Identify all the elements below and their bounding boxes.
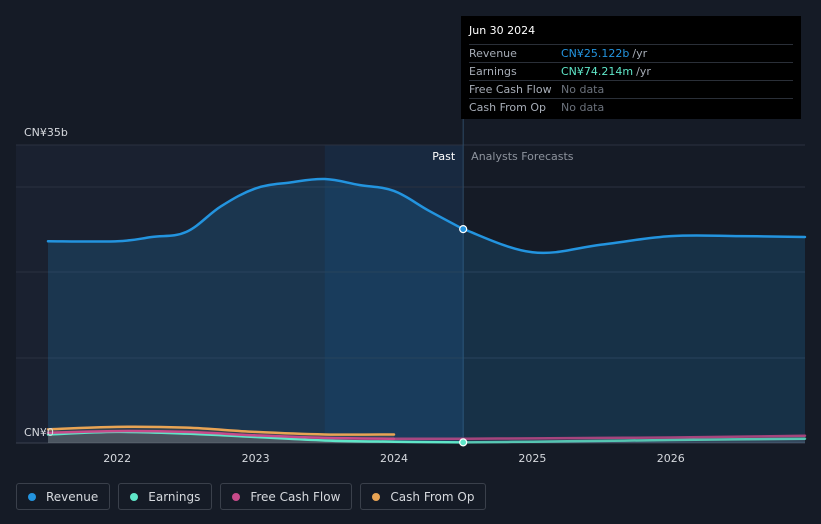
tooltip-row-free-cash-flow: Free Cash Flow No data	[469, 81, 793, 99]
tooltip-value: No data	[561, 83, 605, 96]
tooltip-label: Free Cash Flow	[469, 83, 552, 96]
tooltip-value: No data	[561, 101, 605, 114]
legend-item-free-cash-flow[interactable]: Free Cash Flow	[220, 483, 353, 510]
y-axis-bottom-label: CN¥0	[24, 426, 54, 439]
x-tick-label: 2023	[242, 452, 270, 465]
cash-from-op-line	[46, 425, 396, 436]
revenue-marker	[459, 225, 468, 234]
free-cash-flow-line	[46, 429, 396, 440]
legend-item-cash-from-op[interactable]: Cash From Op	[360, 483, 487, 510]
legend: Revenue Earnings Free Cash Flow Cash Fro…	[16, 483, 487, 510]
tooltip-label: Earnings	[469, 65, 517, 78]
x-tick-label: 2025	[518, 452, 546, 465]
revenue-dot-icon	[28, 492, 36, 501]
x-tick-label: 2026	[657, 452, 685, 465]
free-cash-flow-dot-icon	[232, 492, 241, 501]
series-markers	[459, 225, 468, 447]
legend-item-earnings[interactable]: Earnings	[118, 483, 213, 510]
free-cash-flow-forecast-line	[392, 434, 807, 441]
revenue-line	[46, 177, 465, 243]
legend-label: Cash From Op	[390, 489, 475, 504]
revenue-forecast-line	[461, 227, 807, 255]
tooltip: Jun 30 2024 Revenue CN¥25.122b /yr Earni…	[461, 16, 801, 119]
tooltip-unit: /yr	[632, 47, 648, 60]
tooltip-unit: /yr	[636, 65, 651, 78]
cash-from-op-dot-icon	[372, 492, 381, 501]
legend-label: Earnings	[148, 489, 201, 504]
legend-label: Revenue	[46, 489, 99, 504]
tooltip-date: Jun 30 2024	[469, 24, 793, 45]
series-lines	[46, 177, 807, 444]
x-axis-ticks: 2022 2023 2024 2025 2026	[103, 452, 685, 465]
revenue-area	[48, 178, 805, 444]
forecast-label: Analysts Forecasts	[471, 150, 574, 163]
tooltip-label: Revenue	[469, 47, 517, 60]
legend-label: Free Cash Flow	[250, 489, 341, 504]
tooltip-value: CN¥25.122b	[561, 47, 630, 60]
tooltip-row-cash-from-op: Cash From Op No data	[469, 99, 793, 116]
tooltip-row-revenue: Revenue CN¥25.122b /yr	[469, 45, 793, 63]
tooltip-row-earnings: Earnings CN¥74.214m /yr	[469, 63, 793, 81]
y-axis-top-label: CN¥35b	[24, 126, 68, 139]
earnings-marker	[459, 438, 468, 447]
earnings-forecast-line	[461, 437, 807, 444]
earnings-dot-icon	[130, 492, 139, 501]
x-tick-label: 2022	[103, 452, 131, 465]
highlight-region	[324, 145, 464, 443]
tooltip-value: CN¥74.214m	[561, 65, 634, 78]
x-tick-label: 2024	[380, 452, 408, 465]
earnings-area	[48, 431, 805, 443]
tooltip-label: Cash From Op	[469, 101, 547, 114]
past-label: Past	[432, 150, 456, 163]
gridlines	[16, 144, 805, 444]
legend-item-revenue[interactable]: Revenue	[16, 483, 111, 510]
